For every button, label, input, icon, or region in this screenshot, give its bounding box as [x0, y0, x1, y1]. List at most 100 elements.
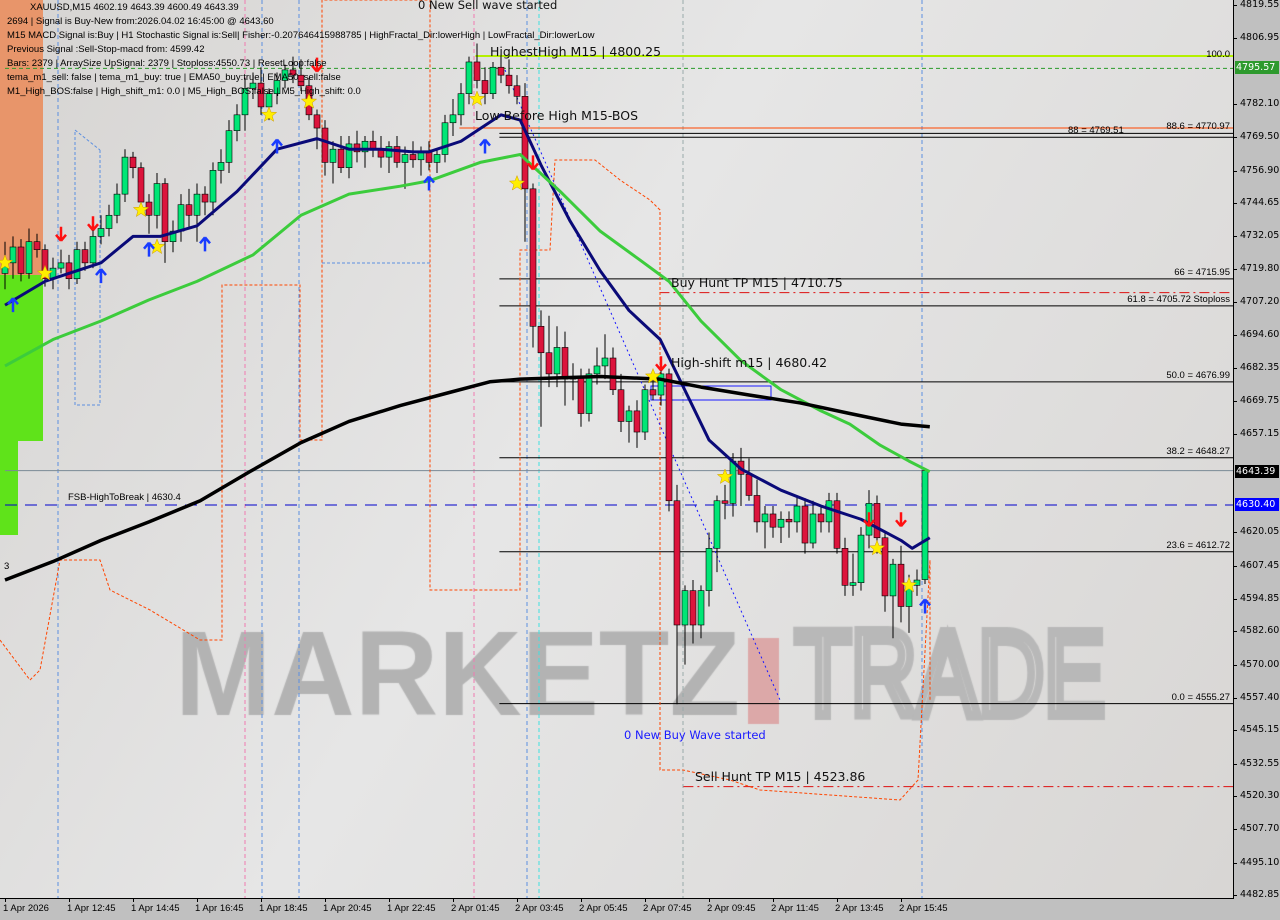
candle-bullish [681, 590, 689, 626]
y-tick-label: 4769.50 [1232, 131, 1280, 143]
fib-38-2-label: 38.2 = 4648.27 [1166, 446, 1230, 457]
fsb-label: FSB-HighToBreak | 4630.4 [68, 492, 181, 503]
candle-bullish [233, 114, 241, 131]
candle-bearish [33, 241, 41, 250]
sma-slow-line [4, 374, 930, 582]
candle-bullish [193, 193, 201, 216]
candle-bullish [441, 122, 449, 155]
x-tick-label: 1 Apr 18:45 [259, 903, 308, 914]
candle-bullish [761, 513, 769, 523]
buy-arrow-icon [95, 268, 107, 284]
candle-bearish [321, 127, 329, 163]
y-tick-label: 4732.05 [1232, 230, 1280, 242]
candle-bullish [25, 241, 33, 274]
info-line: Previous Signal :Sell-Stop-macd from: 45… [7, 44, 205, 55]
candle-bearish [545, 352, 553, 375]
candle-bullish [209, 170, 217, 203]
ema-fast-line [4, 113, 931, 550]
candle-bullish [217, 162, 225, 171]
y-tick-label: 4782.10 [1232, 97, 1280, 109]
candle-bearish [529, 188, 537, 327]
candle-bearish [785, 518, 793, 523]
x-tick-mark [325, 898, 326, 902]
y-tick-label: 4744.65 [1232, 196, 1280, 208]
candle-bearish [617, 389, 625, 422]
candle-bullish [729, 460, 737, 504]
fib-88-6-label: 88.6 = 4770.97 [1166, 121, 1230, 132]
candle-bullish [105, 214, 113, 229]
envelope-line [0, 0, 931, 801]
candle-bearish [65, 262, 73, 280]
fib-88-label: 88 = 4769.51 [1068, 125, 1124, 136]
candle-bullish [345, 143, 353, 168]
candle-bullish [273, 80, 281, 94]
x-tick-label: 2 Apr 03:45 [515, 903, 564, 914]
candle-bullish [281, 69, 289, 81]
fib-66-label: 66 = 4715.95 [1174, 267, 1230, 278]
x-tick-label: 2 Apr 15:45 [899, 903, 948, 914]
y-tick-label: 4756.90 [1232, 164, 1280, 176]
candle-bearish [129, 156, 137, 168]
y-tick-label: 4520.30 [1232, 790, 1280, 801]
candle-bullish [593, 365, 601, 375]
y-tick-label: 4482.85 [1232, 889, 1280, 900]
candle-bearish [81, 249, 89, 264]
x-tick-label: 2 Apr 07:45 [643, 903, 692, 914]
candle-bearish [841, 548, 849, 586]
candle-bullish [9, 246, 17, 264]
x-tick-label: 1 Apr 2026 [3, 903, 49, 914]
star-signal-icon [644, 367, 662, 384]
x-tick-mark [197, 898, 198, 902]
y-tick-label: 4719.80 [1232, 262, 1280, 274]
x-tick-label: 2 Apr 01:45 [451, 903, 500, 914]
info-line: 2694 | Signal is Buy-New from:2026.04.02… [7, 16, 274, 27]
x-tick-label: 2 Apr 11:45 [771, 903, 819, 914]
x-tick-mark [901, 898, 902, 902]
candle-bearish [897, 563, 905, 607]
candle-bullish [713, 500, 721, 549]
candle-bearish [185, 204, 193, 216]
x-tick-mark [517, 898, 518, 902]
left-marker-label: 3 [4, 561, 10, 572]
candle-bullish [553, 347, 561, 375]
candle-bearish [41, 249, 49, 280]
candle-bearish [881, 537, 889, 597]
x-tick-mark [709, 898, 710, 902]
candle-bullish [73, 249, 81, 280]
buy-arrow-icon [199, 236, 211, 252]
candle-bullish [121, 156, 129, 195]
y-tick-label: 4819.55 [1232, 0, 1280, 10]
x-tick-mark [645, 898, 646, 902]
candle-bearish [409, 154, 417, 161]
candle-bearish [649, 389, 657, 396]
candle-bearish [161, 183, 169, 243]
candle-bullish [401, 154, 409, 163]
candle-bullish [113, 193, 121, 216]
candle-bullish [457, 93, 465, 116]
low-before-high-label: Low Before High M15-BOS [475, 108, 639, 123]
price-chart [0, 0, 1233, 898]
star-signal-icon [0, 254, 14, 270]
candle-bearish [313, 114, 321, 129]
high-shift-label: High-shift m15 | 4680.42 [671, 355, 828, 370]
sell-arrow-icon [87, 216, 99, 232]
sell-wave-label: 0 New Sell wave started [418, 0, 558, 12]
fib-61-8-label: 61.8 = 4705.72 Stoploss [1127, 294, 1230, 305]
sell-arrow-icon [655, 356, 667, 372]
star-signal-icon [300, 92, 318, 109]
candle-bullish [849, 582, 857, 586]
y-tick-label: 4594.85 [1232, 592, 1280, 604]
candle-bullish [97, 228, 105, 237]
candle-bearish [137, 167, 145, 203]
x-tick-mark [133, 898, 134, 902]
x-tick-label: 2 Apr 05:45 [579, 903, 628, 914]
y-tick-label: 4557.40 [1232, 691, 1280, 703]
candle-bearish [817, 513, 825, 523]
candle-bearish [673, 500, 681, 626]
fib-23-6-label: 23.6 = 4612.72 [1166, 540, 1230, 551]
candle-bearish [577, 376, 585, 414]
info-line: M15 MACD Signal is:Buy | H1 Stochastic S… [7, 30, 595, 41]
chart-area[interactable]: XAUUSD,M15 4602.19 4643.39 4600.49 4643.… [0, 0, 1234, 899]
fib-0-label: 0.0 = 4555.27 [1171, 692, 1230, 703]
candle-bearish [873, 503, 881, 539]
